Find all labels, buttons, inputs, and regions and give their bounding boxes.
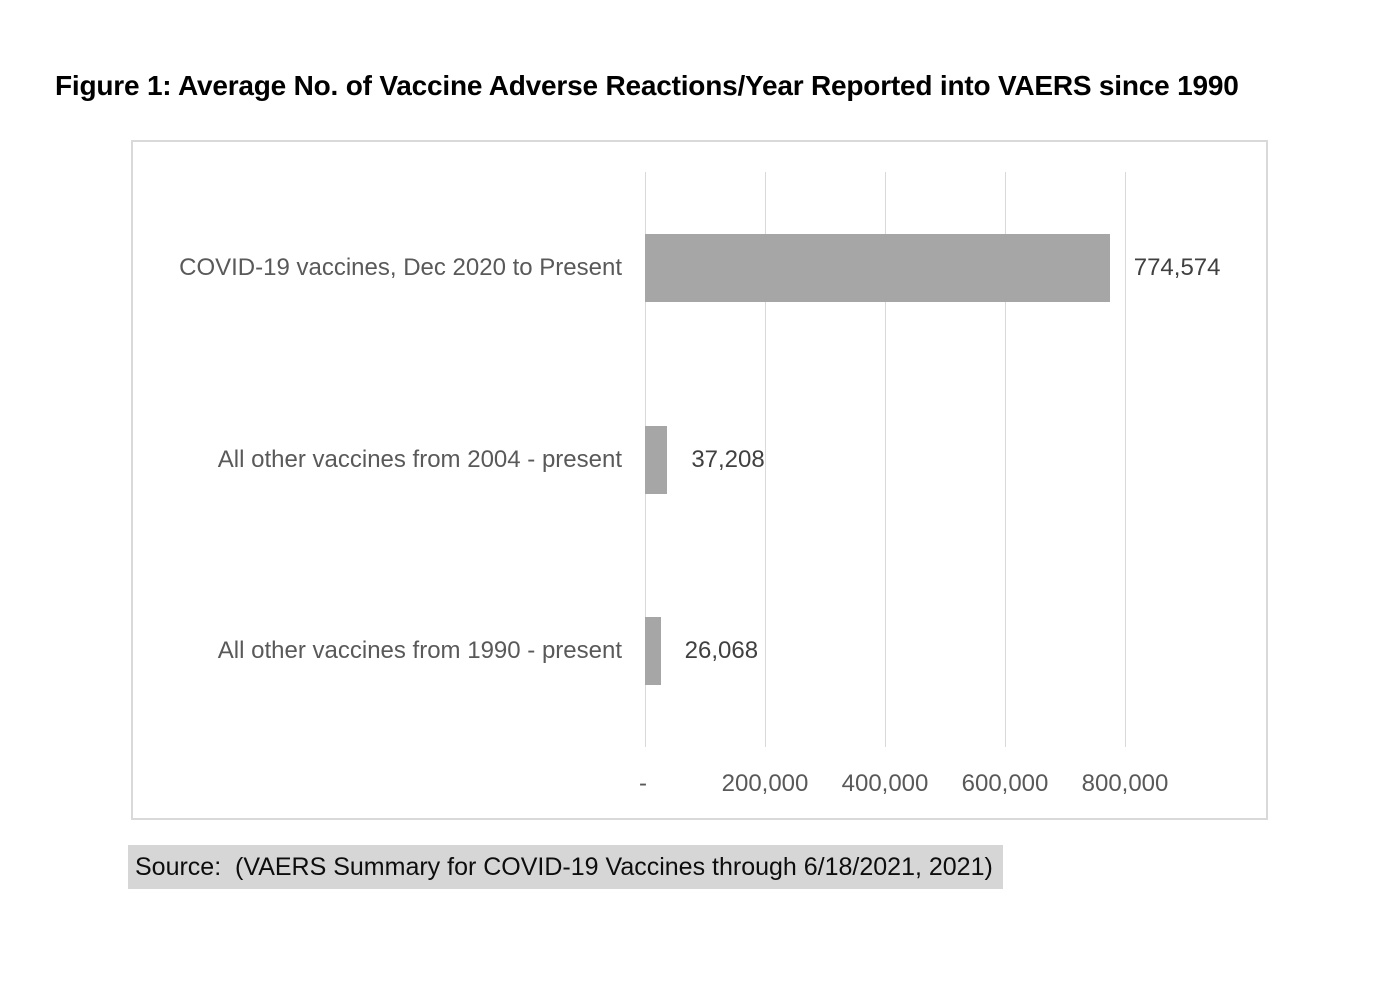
- gridline-800000: [1125, 172, 1126, 747]
- category-label-2004: All other vaccines from 2004 - present: [217, 446, 622, 473]
- gridline-400000: [885, 172, 886, 747]
- x-tick-800000: 800,000: [1081, 770, 1169, 797]
- bar-row-1990: 26,068: [645, 617, 1125, 685]
- x-tick-200000: 200,000: [721, 770, 809, 797]
- bar-2004: [645, 426, 668, 494]
- category-label-covid: COVID-19 vaccines, Dec 2020 to Present: [179, 254, 622, 281]
- bar-row-covid: 774,574: [645, 234, 1221, 302]
- value-label-1990: 26,068: [684, 637, 759, 664]
- x-tick-600000: 600,000: [961, 770, 1049, 797]
- gridline-600000: [1005, 172, 1006, 747]
- x-tick-0: -: [639, 770, 647, 797]
- gridline-200000: [765, 172, 766, 747]
- chart-frame: COVID-19 vaccines, Dec 2020 to Present A…: [131, 140, 1268, 820]
- category-label-1990: All other vaccines from 1990 - present: [217, 637, 622, 664]
- bar-covid: [645, 234, 1110, 302]
- bar-1990: [645, 617, 661, 685]
- bar-row-2004: 37,208: [645, 426, 1125, 494]
- source-note: Source: (VAERS Summary for COVID-19 Vacc…: [128, 845, 1003, 889]
- x-tick-400000: 400,000: [841, 770, 929, 797]
- value-label-covid: 774,574: [1133, 254, 1221, 281]
- value-label-2004: 37,208: [691, 446, 765, 473]
- figure-title: Figure 1: Average No. of Vaccine Adverse…: [55, 70, 1239, 101]
